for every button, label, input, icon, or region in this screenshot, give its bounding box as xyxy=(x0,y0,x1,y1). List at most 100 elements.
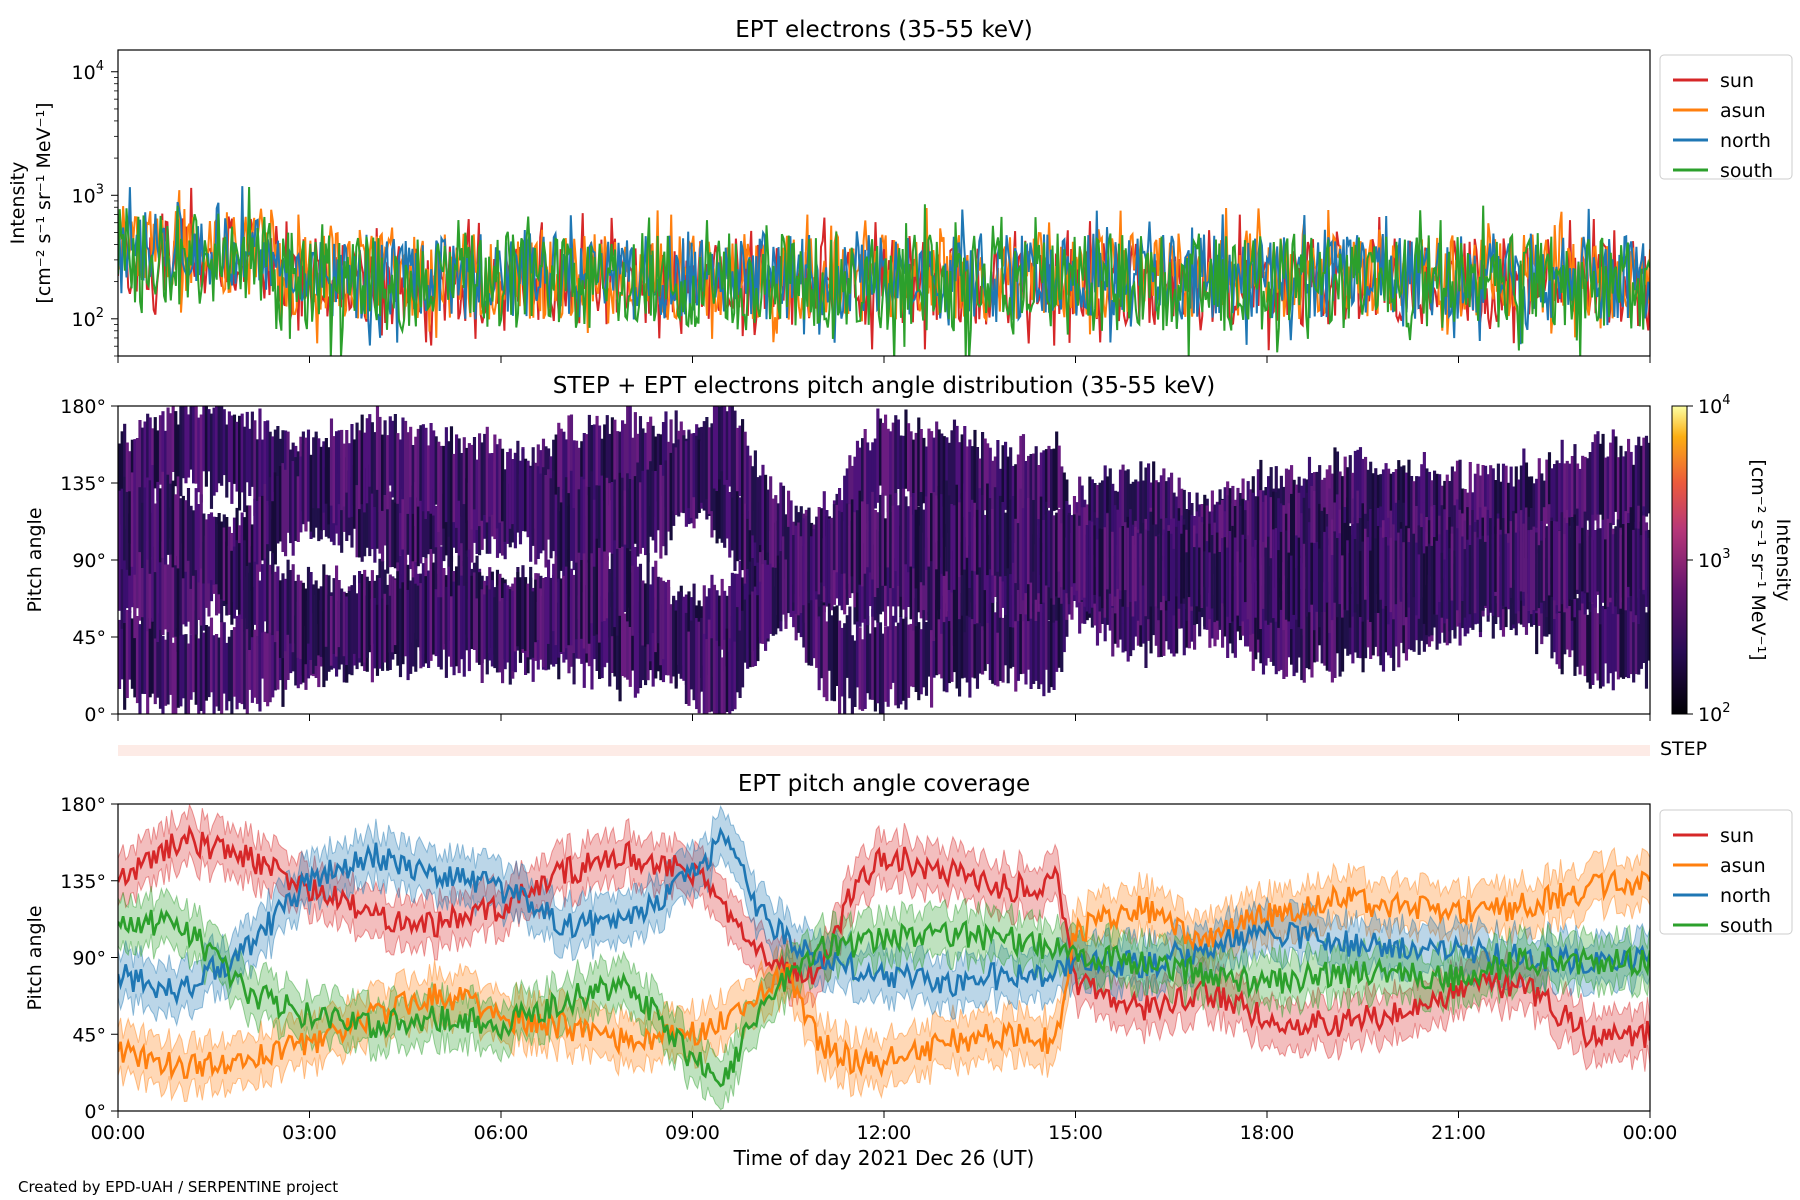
heatmap-cell xyxy=(503,469,507,542)
heatmap-cell xyxy=(158,415,163,485)
heatmap-cell xyxy=(416,497,420,567)
heatmap-cell xyxy=(970,446,974,510)
heatmap-cell xyxy=(1136,481,1140,563)
heatmap-cell xyxy=(324,574,328,647)
heatmap-cell xyxy=(812,582,816,659)
heatmap-cell xyxy=(764,563,768,651)
heatmap-cell xyxy=(1116,575,1120,648)
heatmap-cell xyxy=(871,491,875,580)
heatmap-cell xyxy=(1614,586,1618,672)
coverage-band-sun xyxy=(118,804,1650,1072)
heatmap-cell xyxy=(1537,458,1541,549)
heatmap-cell xyxy=(735,482,740,562)
heatmap-cell xyxy=(787,526,791,614)
heatmap-cell xyxy=(319,586,323,657)
heatmap-cell xyxy=(866,442,870,524)
heatmap-cell xyxy=(1619,445,1623,538)
heatmap-cell xyxy=(207,514,211,584)
heatmap-cell xyxy=(1141,480,1146,550)
heatmap-cell xyxy=(217,513,221,595)
heatmap-cell xyxy=(741,610,745,688)
heatmap-cell xyxy=(832,538,837,605)
heatmap-cell xyxy=(901,538,906,610)
heatmap-cell xyxy=(232,414,237,484)
heatmap-cell xyxy=(710,574,714,668)
heatmap-cell xyxy=(174,630,178,714)
heatmap-cell xyxy=(988,498,992,570)
heatmap-cell xyxy=(1637,528,1641,624)
heatmap-cell xyxy=(273,429,277,492)
heatmap-cell xyxy=(978,596,982,674)
heatmap-cell xyxy=(1448,548,1452,632)
heatmap-cell xyxy=(626,594,630,680)
heatmap-cell xyxy=(240,610,244,705)
heatmap-cell xyxy=(345,430,349,493)
heatmap-cell xyxy=(151,557,155,622)
heatmap-cell xyxy=(1637,603,1641,675)
heatmap-cell xyxy=(442,445,446,529)
heatmap-cell xyxy=(1611,594,1615,691)
heatmap-cell xyxy=(960,493,964,576)
heatmap-cell xyxy=(705,639,709,714)
heatmap-cell xyxy=(1111,531,1115,606)
heatmap-cell xyxy=(692,433,696,498)
heatmap-cell xyxy=(1348,553,1352,628)
heatmap-cell xyxy=(1164,518,1169,601)
heatmap-cell xyxy=(1170,533,1174,627)
legend-label-south: south xyxy=(1720,160,1773,182)
heatmap-cell xyxy=(1124,556,1128,652)
heatmap-cell xyxy=(1185,552,1189,621)
heatmap-cell xyxy=(470,444,474,530)
heatmap-cell xyxy=(444,490,448,556)
heatmap-cell xyxy=(562,575,566,652)
heatmap-cell xyxy=(1024,498,1028,594)
heatmap-cell xyxy=(991,591,995,684)
y-tick-label: 102 xyxy=(72,306,104,331)
heatmap-cell xyxy=(901,435,906,507)
heatmap-cell xyxy=(130,543,134,608)
heatmap-cell xyxy=(1269,558,1273,623)
heatmap-cell xyxy=(156,558,160,642)
heatmap-cell xyxy=(950,558,954,629)
heatmap-cell xyxy=(1542,507,1546,601)
heatmap-cell xyxy=(689,620,694,690)
heatmap-cell xyxy=(215,517,219,585)
heatmap-cell xyxy=(1274,580,1278,675)
heatmap-cell xyxy=(963,611,967,678)
heatmap-cell xyxy=(204,519,208,608)
heatmap-cell xyxy=(202,541,206,631)
heatmap-cell xyxy=(1588,452,1592,523)
heatmap-cell xyxy=(1412,581,1416,652)
heatmap-cell xyxy=(146,541,150,632)
heatmap-cell xyxy=(945,603,949,693)
colorbar-tick-label: 103 xyxy=(1698,547,1730,572)
heatmap-cell xyxy=(1170,472,1174,560)
heatmap-cell xyxy=(1440,552,1444,618)
heatmap-cell xyxy=(1591,442,1595,525)
heatmap-cell xyxy=(1323,531,1327,612)
heatmap-cell xyxy=(590,425,594,516)
heatmap-cell xyxy=(1016,523,1020,590)
heatmap-cell xyxy=(1256,496,1260,581)
heatmap-cell xyxy=(912,439,916,515)
heatmap-cell xyxy=(1563,534,1567,613)
heatmap-cell xyxy=(914,509,918,589)
heatmap-cell xyxy=(689,433,694,518)
heatmap-cell xyxy=(878,494,883,567)
heatmap-cell xyxy=(455,434,459,528)
heatmap-cell xyxy=(746,584,750,669)
heatmap-cell xyxy=(1458,459,1462,550)
heatmap-cell xyxy=(840,627,844,697)
heatmap-cell xyxy=(748,455,752,531)
heatmap-cell xyxy=(735,607,740,693)
heatmap-cell xyxy=(1364,528,1368,600)
heatmap-cell xyxy=(1601,433,1605,520)
heatmap-cell xyxy=(212,516,216,585)
heatmap-cell xyxy=(1037,519,1041,594)
heatmap-cell xyxy=(855,510,860,593)
heatmap-cell xyxy=(863,616,867,709)
panel1-ylabel-line2: [cm⁻² s⁻¹ sr⁻¹ MeV⁻¹] xyxy=(33,102,55,303)
heatmap-cell xyxy=(712,406,717,489)
heatmap-cell xyxy=(1379,598,1383,666)
